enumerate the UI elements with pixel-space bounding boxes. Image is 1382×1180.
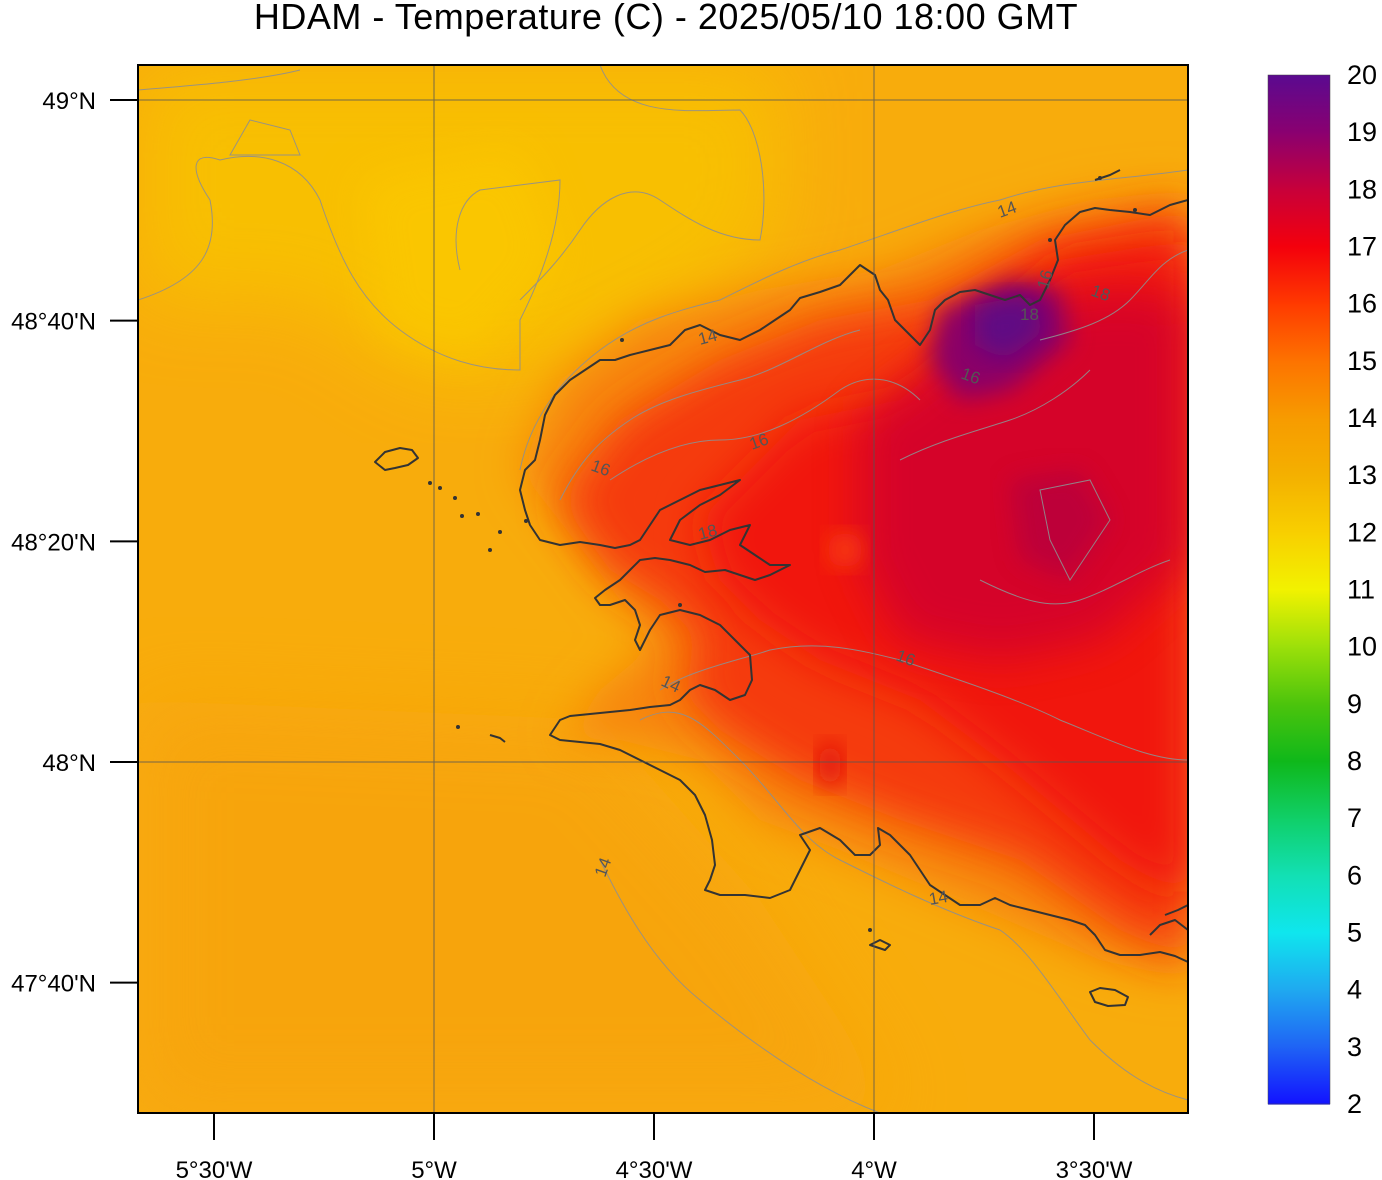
colorbar-label: 5 (1347, 918, 1362, 948)
islands (428, 176, 1137, 932)
temperature-field (138, 65, 1188, 1113)
lon-tick-label: 5°W (411, 1157, 457, 1180)
contour-lines (138, 65, 1188, 1113)
contour-label: 18 (1020, 305, 1039, 324)
colorbar-segment (1268, 1046, 1330, 1105)
colorbar-label: 17 (1347, 232, 1377, 262)
colorbar-segment (1268, 646, 1330, 705)
colorbar-label: 7 (1347, 803, 1362, 833)
colorbar-segment (1268, 589, 1330, 648)
colorbar-label: 13 (1347, 460, 1377, 490)
lon-tick-label: 3°30'W (1056, 1157, 1133, 1180)
contour-label: 16 (1034, 268, 1057, 291)
contour-label: 14 (927, 887, 949, 909)
contour-label: 18 (696, 521, 719, 544)
lat-tick-label: 49°N (42, 88, 96, 115)
colorbar-segment (1268, 989, 1330, 1048)
colorbar-label: 2 (1347, 1089, 1362, 1119)
colorbar-label: 8 (1347, 746, 1362, 776)
lon-axis: 5°30'W 5°W 4°30'W 4°W 3°30'W (176, 1113, 1133, 1180)
colorbar-label: 16 (1347, 289, 1377, 319)
lat-axis: 49°N 48°40'N 48°20'N 48°N 47°40'N (11, 88, 138, 998)
lon-tick-label: 4°W (851, 1157, 897, 1180)
lon-tick-label: 4°30'W (616, 1157, 693, 1180)
colorbar-label: 3 (1347, 1032, 1362, 1062)
colorbar-label: 14 (1347, 403, 1377, 433)
lat-tick-label: 47°40'N (11, 971, 96, 998)
colorbar-label: 6 (1347, 860, 1362, 890)
colorbar: 2 3 4 5 6 7 8 9 10 11 12 13 14 15 16 17 18 19 20 (1267, 60, 1377, 1119)
colorbar-frame (1267, 74, 1331, 1105)
colorbar-segment (1268, 189, 1330, 248)
colorbar-label: 4 (1347, 975, 1362, 1005)
lat-tick-label: 48°40'N (11, 309, 96, 336)
colorbar-segment (1268, 703, 1330, 762)
plot-frame (137, 64, 1189, 1114)
chart-title: HDAM - Temperature (C) - 2025/05/10 18:0… (253, 0, 1079, 37)
lat-tick-label: 48°20'N (11, 529, 96, 556)
colorbar-segment (1268, 360, 1330, 419)
contour-label: 14 (696, 326, 719, 349)
colorbar-segment (1268, 418, 1330, 476)
colorbar-segment (1268, 818, 1330, 876)
colorbar-label: 20 (1347, 60, 1377, 90)
colorbar-segment (1268, 875, 1330, 934)
colorbar-label: 18 (1347, 174, 1377, 204)
colorbar-label: 10 (1347, 632, 1377, 662)
colorbar-segment (1268, 532, 1330, 591)
colorbar-label: 15 (1347, 346, 1377, 376)
colorbar-segment (1268, 761, 1330, 819)
coastline (374, 169, 1188, 1007)
lat-tick-label: 48°N (42, 750, 96, 777)
colorbar-segment (1268, 132, 1330, 190)
colorbar-label: 12 (1347, 517, 1377, 547)
colorbar-label: 9 (1347, 689, 1362, 719)
graticule (138, 65, 1188, 1113)
colorbar-segment (1268, 246, 1330, 305)
colorbar-label: 11 (1347, 575, 1375, 605)
colorbar-segment (1268, 932, 1330, 991)
colorbar-segment (1268, 475, 1330, 533)
colorbar-segment (1268, 303, 1330, 362)
colorbar-label: 19 (1347, 117, 1377, 147)
lon-tick-label: 5°30'W (176, 1157, 253, 1180)
colorbar-segment (1268, 75, 1330, 133)
